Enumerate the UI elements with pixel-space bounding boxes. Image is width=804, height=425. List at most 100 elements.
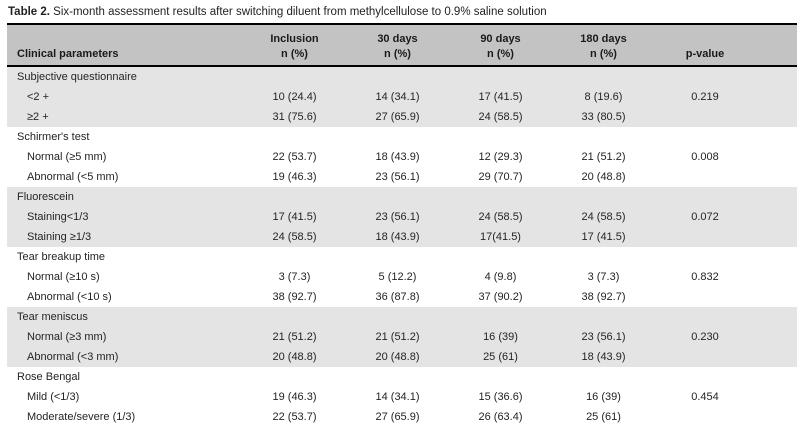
value-cell: 25 (61) <box>449 347 552 367</box>
data-row: ≥2 +31 (75.6) 27 (65.9) 24 (58.5) 33 (80.5) <box>7 107 797 127</box>
value-cell: 4 (9.8) <box>449 267 552 287</box>
value-cell: 20 (48.8) <box>552 167 655 187</box>
value-cell: 31 (75.6) <box>243 107 346 127</box>
p-value-cell <box>655 227 797 247</box>
row-label: Mild (<1/3) <box>7 387 243 407</box>
data-row: Normal (≥5 mm) 22 (53.7) 18 (43.9) 12 (29.3… <box>7 147 797 167</box>
value-cell: 24 (58.5) <box>552 207 655 227</box>
data-row: Moderate/severe (1/3) 22 (53.7) 27 (65.9) 2… <box>7 407 797 425</box>
value-cell: 36 (87.8) <box>346 287 449 307</box>
results-table: Clinical parameters Inclusion n (%) 30 d… <box>7 23 797 425</box>
results-table-body: Subjective questionnaire <2 +10 (24.4) 14 … <box>7 66 797 425</box>
value-cell: 24 (58.5) <box>449 107 552 127</box>
value-cell: 38 (92.7) <box>552 287 655 307</box>
value-cell: 3 (7.3) <box>552 267 655 287</box>
table-caption-text: Six-month assessment results after switc… <box>53 6 547 18</box>
col-header-180-days-line2: n (%) <box>590 47 617 60</box>
value-cell: 26 (63.4) <box>449 407 552 425</box>
value-cell: 22 (53.7) <box>243 407 346 425</box>
row-label: Staining<1/3 <box>7 207 243 227</box>
section-label: Tear breakup time <box>7 247 797 267</box>
col-header-p-value: p-value <box>655 24 797 67</box>
col-header-90-days: 90 days n (%) <box>449 24 552 67</box>
value-cell: 16 (39) <box>449 327 552 347</box>
value-cell: 18 (43.9) <box>346 147 449 167</box>
p-value-cell <box>655 107 797 127</box>
p-value-cell <box>655 347 797 367</box>
value-cell: 23 (56.1) <box>552 327 655 347</box>
row-label: Abnormal (<10 s) <box>7 287 243 307</box>
data-row: Mild (<1/3) 19 (46.3) 14 (34.1) 15 (36.6) 16… <box>7 387 797 407</box>
value-cell: 17 (41.5) <box>243 207 346 227</box>
section-label: Rose Bengal <box>7 367 797 387</box>
p-value-cell: 0.832 <box>655 267 797 287</box>
section-label: Subjective questionnaire <box>7 66 797 87</box>
value-cell: 38 (92.7) <box>243 287 346 307</box>
value-cell: 27 (65.9) <box>346 107 449 127</box>
col-header-30-days-line1: 30 days <box>377 33 418 46</box>
row-label: <2 + <box>7 87 243 107</box>
value-cell: 20 (48.8) <box>346 347 449 367</box>
data-row: Staining<1/3 17 (41.5) 23 (56.1) 24 (58.5) 2… <box>7 207 797 227</box>
data-row: Abnormal (<5 mm) 19 (46.3) 23 (56.1) 29 (70… <box>7 167 797 187</box>
value-cell: 33 (80.5) <box>552 107 655 127</box>
row-label: Normal (≥5 mm) <box>7 147 243 167</box>
p-value-cell <box>655 407 797 425</box>
row-label: Abnormal (<5 mm) <box>7 167 243 187</box>
value-cell: 17 (41.5) <box>449 87 552 107</box>
col-header-180-days: 180 days n (%) <box>552 24 655 67</box>
section-label: Tear meniscus <box>7 307 797 327</box>
data-row: Abnormal (<3 mm) 20 (48.8) 20 (48.8) 25 (61… <box>7 347 797 367</box>
data-row: Normal (≥10 s) 3 (7.3) 5 (12.2) 4 (9.8) 3 (7… <box>7 267 797 287</box>
header-row: Clinical parameters Inclusion n (%) 30 d… <box>7 24 797 67</box>
table-caption-label: Table 2. <box>8 6 50 18</box>
value-cell: 23 (56.1) <box>346 207 449 227</box>
row-label: Abnormal (<3 mm) <box>7 347 243 367</box>
value-cell: 24 (58.5) <box>243 227 346 247</box>
section-header-row: Rose Bengal <box>7 367 797 387</box>
value-cell: 15 (36.6) <box>449 387 552 407</box>
row-label: Normal (≥3 mm) <box>7 327 243 347</box>
value-cell: 18 (43.9) <box>552 347 655 367</box>
value-cell: 12 (29.3) <box>449 147 552 167</box>
value-cell: 14 (34.1) <box>346 387 449 407</box>
value-cell: 18 (43.9) <box>346 227 449 247</box>
col-header-30-days: 30 days n (%) <box>346 24 449 67</box>
section-header-row: Subjective questionnaire <box>7 66 797 87</box>
value-cell: 21 (51.2) <box>346 327 449 347</box>
section-header-row: Schirmer's test <box>7 127 797 147</box>
section-header-row: Tear meniscus <box>7 307 797 327</box>
value-cell: 3 (7.3) <box>243 267 346 287</box>
col-header-clinical-parameters: Clinical parameters <box>7 24 243 67</box>
data-row: Staining ≥1/3 24 (58.5) 18 (43.9) 17(41.5) 1… <box>7 227 797 247</box>
value-cell: 20 (48.8) <box>243 347 346 367</box>
value-cell: 29 (70.7) <box>449 167 552 187</box>
value-cell: 21 (51.2) <box>243 327 346 347</box>
value-cell: 8 (19.6) <box>552 87 655 107</box>
value-cell: 22 (53.7) <box>243 147 346 167</box>
col-header-inclusion: Inclusion n (%) <box>243 24 346 67</box>
value-cell: 17 (41.5) <box>552 227 655 247</box>
p-value-cell: 0.008 <box>655 147 797 167</box>
row-label: Moderate/severe (1/3) <box>7 407 243 425</box>
value-cell: 19 (46.3) <box>243 167 346 187</box>
value-cell: 25 (61) <box>552 407 655 425</box>
value-cell: 37 (90.2) <box>449 287 552 307</box>
col-header-180-days-line1: 180 days <box>580 33 627 46</box>
col-header-90-days-line1: 90 days <box>480 33 521 46</box>
value-cell: 21 (51.2) <box>552 147 655 167</box>
p-value-cell <box>655 167 797 187</box>
col-header-inclusion-line1: Inclusion <box>270 33 319 46</box>
section-label: Schirmer's test <box>7 127 797 147</box>
value-cell: 10 (24.4) <box>243 87 346 107</box>
table-caption: Table 2. Six-month assessment results af… <box>0 0 804 23</box>
p-value-cell: 0.219 <box>655 87 797 107</box>
data-row: Abnormal (<10 s) 38 (92.7) 36 (87.8) 37 (90… <box>7 287 797 307</box>
p-value-cell: 0.072 <box>655 207 797 227</box>
value-cell: 17(41.5) <box>449 227 552 247</box>
data-row: Normal (≥3 mm) 21 (51.2) 21 (51.2) 16 (39) 2… <box>7 327 797 347</box>
row-label: Normal (≥10 s) <box>7 267 243 287</box>
value-cell: 14 (34.1) <box>346 87 449 107</box>
section-header-row: Tear breakup time <box>7 247 797 267</box>
